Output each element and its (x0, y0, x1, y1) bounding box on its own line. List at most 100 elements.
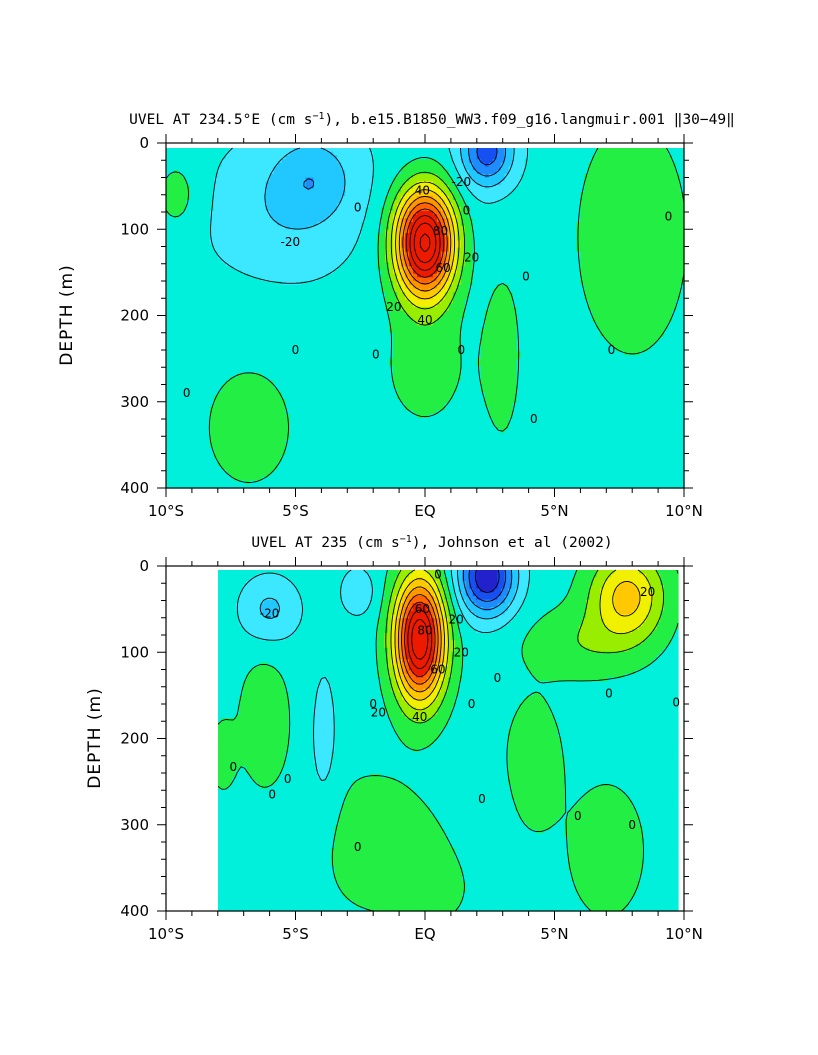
field-cell (369, 347, 374, 352)
field-cell (173, 425, 179, 430)
field-cell (345, 258, 350, 264)
field-cell (337, 192, 342, 197)
field-cell (365, 240, 370, 245)
field-cell (373, 321, 378, 326)
field-cell (185, 351, 191, 356)
field-cell (321, 380, 326, 386)
field-cell (373, 240, 378, 245)
field-cell (245, 310, 251, 315)
field-cell (221, 203, 227, 208)
field-cell (241, 332, 247, 338)
field-cell (325, 170, 330, 175)
field-cell (285, 214, 291, 219)
field-cell (341, 469, 346, 474)
field-cell (269, 188, 275, 193)
field-cell (333, 399, 338, 404)
field-cell (189, 417, 195, 423)
field-cell (166, 414, 171, 419)
field-cell (325, 329, 330, 334)
field-cell (273, 151, 279, 156)
field-cell (281, 480, 287, 485)
field-cell (225, 166, 231, 171)
field-cell (169, 432, 175, 437)
field-cell (169, 214, 175, 219)
field-cell (297, 480, 303, 485)
field-cell (197, 273, 203, 278)
field-cell (261, 240, 267, 245)
field-cell (325, 421, 330, 426)
field-cell (261, 181, 267, 186)
field-cell (249, 184, 255, 190)
field-cell (337, 262, 342, 267)
field-cell (213, 299, 219, 304)
field-cell (373, 281, 378, 286)
field-cell (177, 458, 183, 463)
field-cell (253, 273, 259, 278)
field-cell (261, 258, 267, 264)
field-cell (285, 233, 291, 238)
field-cell (309, 314, 315, 319)
field-cell (341, 454, 346, 460)
field-cell (361, 391, 366, 397)
field-cell (357, 299, 362, 304)
field-cell (337, 173, 342, 179)
field-cell (197, 199, 203, 205)
field-cell (241, 451, 247, 456)
field-cell (257, 465, 263, 471)
field-cell (193, 310, 199, 315)
field-cell (189, 432, 195, 437)
field-cell (305, 332, 311, 338)
field-cell (213, 458, 219, 463)
field-cell (225, 173, 231, 179)
field-cell (233, 277, 239, 282)
field-cell (373, 410, 378, 415)
field-cell (377, 373, 382, 378)
field-cell (369, 225, 374, 230)
field-cell (189, 480, 195, 485)
field-cell (281, 377, 287, 382)
field-cell (353, 343, 358, 349)
field-cell (333, 258, 338, 264)
field-cell (325, 439, 330, 445)
field-cell (193, 240, 199, 245)
field-cell (353, 462, 358, 467)
field-cell (249, 351, 255, 356)
field-cell (253, 458, 259, 463)
field-cell (301, 266, 307, 271)
field-cell (217, 358, 223, 363)
field-cell (169, 358, 175, 363)
field-cell (313, 225, 319, 230)
field-cell (329, 288, 334, 293)
field-cell (281, 303, 287, 308)
field-cell (169, 469, 175, 474)
field-cell (365, 428, 370, 434)
field-cell (329, 439, 334, 445)
field-cell (166, 203, 171, 208)
field-cell (337, 184, 342, 190)
field-cell (297, 292, 303, 297)
field-cell (369, 321, 374, 326)
field-cell (329, 229, 334, 234)
field-cell (321, 369, 326, 375)
field-cell (245, 155, 251, 160)
field-cell (365, 303, 370, 308)
field-cell (325, 247, 330, 253)
field-cell (345, 159, 350, 164)
field-cell (305, 395, 311, 400)
field-cell (329, 432, 334, 437)
field-cell (337, 225, 342, 230)
field-cell (317, 192, 322, 197)
field-cell (337, 221, 342, 227)
field-cell (241, 284, 247, 290)
field-cell (293, 255, 299, 260)
field-cell (381, 210, 386, 216)
field-cell (325, 325, 330, 330)
field-cell (285, 303, 291, 308)
field-cell (369, 221, 374, 227)
field-cell (305, 336, 311, 341)
field-cell (313, 258, 319, 264)
field-cell (289, 151, 295, 156)
field-cell (321, 207, 326, 212)
field-cell (317, 447, 322, 452)
field-cell (221, 159, 227, 164)
